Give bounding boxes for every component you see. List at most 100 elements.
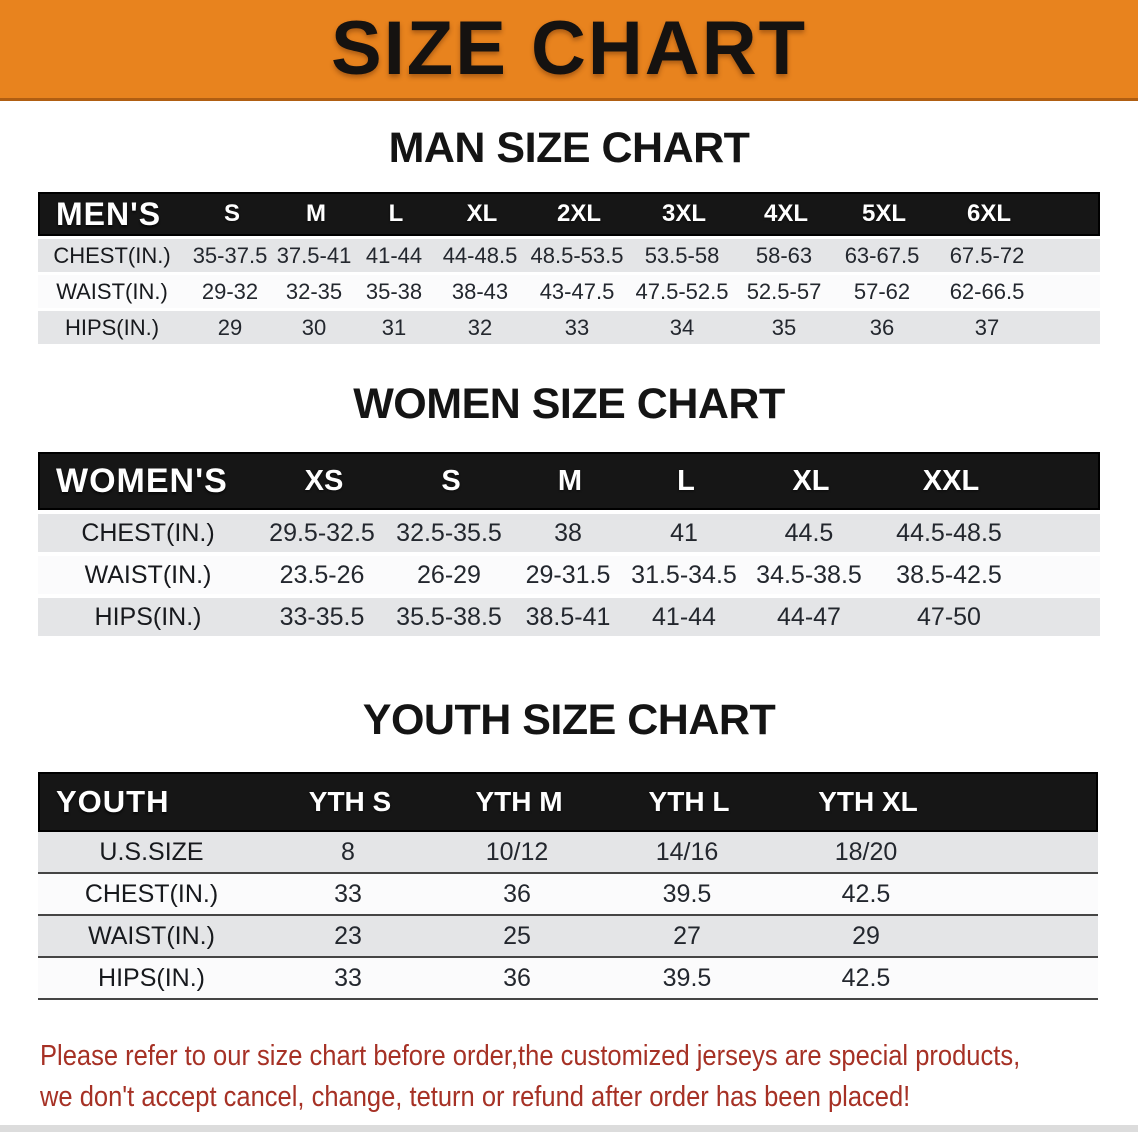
column-header: XXL	[922, 464, 980, 497]
column-header: S	[223, 200, 240, 227]
cell: 42.5	[841, 879, 891, 908]
table-row: CHEST(IN.) 35-37.5 37.5-41 41-44 44-48.5 48.5…	[38, 239, 1100, 272]
cell: 30	[301, 314, 327, 340]
youth-section-heading: YOUTH SIZE CHART	[362, 696, 776, 744]
womens-size-table: WOMEN'S XS S M L XL XXL CHEST(IN.) 29.5-32.5 32.5…	[38, 452, 1100, 636]
column-header: 4XL	[763, 200, 808, 227]
cell: 32-35	[285, 278, 343, 304]
man-section-heading: MAN SIZE CHART	[388, 124, 750, 172]
cell: 52.5-57	[746, 278, 822, 304]
row-label: WAIST(IN.)	[88, 921, 215, 950]
cell: 29-32	[201, 278, 259, 304]
cell: 57-62	[853, 278, 911, 304]
cell: 63-67.5	[844, 242, 920, 268]
row-label: HIPS(IN.)	[94, 602, 202, 631]
column-header: YTH S	[308, 786, 392, 817]
table-row: CHEST(IN.) 33 36 39.5 42.5	[38, 874, 1098, 916]
page-title: SIZE CHART	[331, 6, 807, 91]
cell: 58-63	[755, 242, 813, 268]
cell: 36	[503, 879, 531, 908]
cell: 37	[974, 314, 1000, 340]
column-header: L	[677, 464, 695, 497]
youth-size-table: YOUTH YTH S YTH M YTH L YTH XL U.S.SIZE 8 10/12…	[38, 772, 1098, 1000]
cell: 33	[334, 879, 362, 908]
cell: 29.5-32.5	[269, 518, 375, 547]
cell: 23	[334, 921, 362, 950]
cell: 38	[554, 518, 582, 547]
table-row: HIPS(IN.) 33 36 39.5 42.5	[38, 958, 1098, 1000]
table-header-band: MEN'S S M L XL 2XL 3XL 4XL 5XL 6XL	[38, 192, 1100, 236]
table-corner-label: WOMEN'S	[56, 461, 228, 500]
column-header: S	[441, 464, 461, 497]
cell: 10/12	[485, 837, 549, 866]
mens-size-table: MEN'S S M L XL 2XL 3XL 4XL 5XL 6XL CHEST(IN.) 35-37…	[38, 192, 1100, 344]
cell: 26-29	[417, 560, 481, 589]
column-header: 5XL	[861, 200, 906, 227]
cell: 36	[869, 314, 895, 340]
cell: 38.5-41	[525, 602, 611, 631]
cell: 47.5-52.5	[635, 278, 729, 304]
cell: 33-35.5	[279, 602, 365, 631]
cell: 35.5-38.5	[396, 602, 502, 631]
cell: 44-48.5	[442, 242, 518, 268]
table-row: CHEST(IN.) 29.5-32.5 32.5-35.5 38 41 44.5 44.5…	[38, 514, 1100, 552]
cell: 44.5	[784, 518, 834, 547]
women-section-heading: WOMEN SIZE CHART	[353, 380, 785, 428]
banner: SIZE CHART	[0, 0, 1138, 101]
cell: 35-38	[365, 278, 423, 304]
cell: 14/16	[655, 837, 719, 866]
disclaimer-line-2: we don't accept cancel, change, teturn o…	[40, 1081, 911, 1113]
row-label: WAIST(IN.)	[84, 560, 212, 589]
table-row: HIPS(IN.) 33-35.5 35.5-38.5 38.5-41 41-44 44-…	[38, 598, 1100, 636]
cell: 36	[503, 963, 531, 992]
column-header: M	[306, 200, 326, 227]
cell: 35	[771, 314, 797, 340]
column-header: 6XL	[966, 200, 1011, 227]
cell: 34	[669, 314, 695, 340]
table-row: WAIST(IN.) 29-32 32-35 35-38 38-43 43-47.5 47.…	[38, 275, 1100, 308]
cell: 41-44	[652, 602, 716, 631]
row-label: WAIST(IN.)	[56, 278, 168, 304]
column-header: XL	[792, 464, 830, 497]
cell: 39.5	[662, 879, 712, 908]
bottom-edge	[0, 1125, 1138, 1132]
column-header: 2XL	[556, 200, 601, 227]
row-label: CHEST(IN.)	[84, 879, 219, 908]
table-row: WAIST(IN.) 23.5-26 26-29 29-31.5 31.5-34.5 34…	[38, 556, 1100, 594]
cell: 44.5-48.5	[896, 518, 1002, 547]
disclaimer-note: Please refer to our size chart before or…	[40, 1036, 1122, 1118]
cell: 29	[852, 921, 880, 950]
cell: 53.5-58	[644, 242, 720, 268]
cell: 41-44	[365, 242, 423, 268]
cell: 37.5-41	[276, 242, 352, 268]
table-header-band: WOMEN'S XS S M L XL XXL	[38, 452, 1100, 510]
row-label: HIPS(IN.)	[98, 963, 205, 992]
column-header: YTH M	[475, 786, 563, 817]
column-header: YTH L	[648, 786, 730, 817]
cell: 25	[503, 921, 531, 950]
column-header: 3XL	[661, 200, 706, 227]
column-header: M	[557, 464, 583, 497]
cell: 62-66.5	[949, 278, 1025, 304]
cell: 39.5	[662, 963, 712, 992]
cell: 67.5-72	[949, 242, 1025, 268]
cell: 8	[341, 837, 355, 866]
column-header: YTH XL	[818, 786, 918, 817]
cell: 29	[217, 314, 243, 340]
cell: 38.5-42.5	[896, 560, 1002, 589]
cell: 33	[334, 963, 362, 992]
table-row: HIPS(IN.) 29 30 31 32 33 34 35 36 37	[38, 311, 1100, 344]
table-corner-label: YOUTH	[56, 784, 170, 819]
cell: 47-50	[917, 602, 981, 631]
table-row: U.S.SIZE 8 10/12 14/16 18/20	[38, 832, 1098, 874]
disclaimer-line-1: Please refer to our size chart before or…	[40, 1040, 1021, 1072]
cell: 32	[467, 314, 493, 340]
cell: 29-31.5	[525, 560, 611, 589]
cell: 31	[381, 314, 407, 340]
column-header: XS	[304, 464, 344, 497]
table-corner-label: MEN'S	[56, 195, 162, 232]
cell: 32.5-35.5	[396, 518, 502, 547]
cell: 42.5	[841, 963, 891, 992]
column-header: XL	[466, 200, 498, 227]
cell: 35-37.5	[192, 242, 268, 268]
